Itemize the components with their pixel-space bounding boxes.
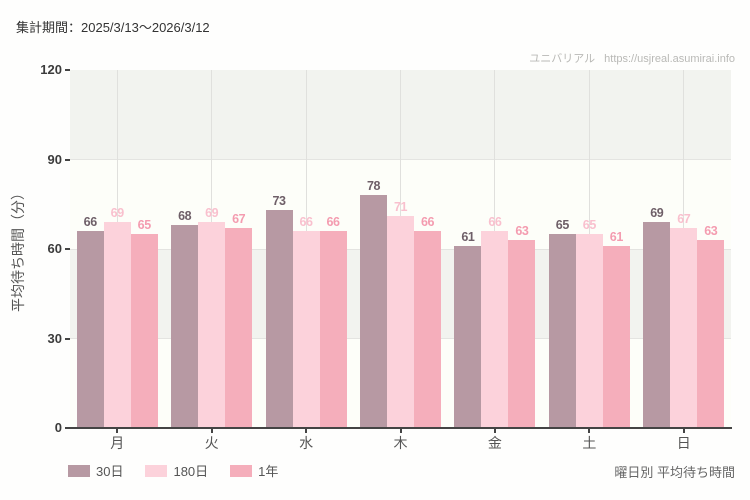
bar-value-label: 69 bbox=[110, 206, 125, 221]
y-axis-label-120: 120 bbox=[40, 62, 62, 77]
x-tick-mark bbox=[682, 429, 685, 433]
bar-1年-水[interactable] bbox=[319, 231, 347, 428]
y-tick-mark bbox=[65, 427, 70, 429]
bar-value-label: 69 bbox=[205, 206, 219, 221]
legend-item-180日[interactable]: 180日 bbox=[145, 461, 208, 480]
x-axis-label-土: 土 bbox=[582, 435, 597, 451]
legend-swatch-30日 bbox=[68, 464, 90, 477]
plot-area: 66 69 65 68 69 67 73 66 66 78 71 66 61 66 63 65 65 61 69 67… bbox=[70, 70, 731, 428]
bar-180日-水[interactable] bbox=[292, 231, 320, 428]
bar-value-label: 78 bbox=[366, 179, 381, 194]
bar-value-label: 67 bbox=[232, 212, 246, 227]
bar-30日-日[interactable] bbox=[643, 222, 671, 428]
bar-value-label: 71 bbox=[393, 200, 408, 215]
bar-value-label: 67 bbox=[677, 212, 691, 227]
bar-value-label: 69 bbox=[650, 206, 664, 221]
legend: 30日 180日 1年 bbox=[68, 461, 278, 480]
period-label: 集計期間：2025/3/13〜2026/3/12 bbox=[16, 20, 210, 35]
bar-180日-火[interactable] bbox=[198, 222, 226, 428]
bar-value-label: 61 bbox=[609, 230, 624, 245]
x-axis-label-金: 金 bbox=[487, 435, 502, 451]
y-tick-mark bbox=[65, 248, 70, 250]
x-axis-label-木: 木 bbox=[393, 435, 408, 451]
bar-30日-土[interactable] bbox=[548, 234, 576, 428]
chart-caption: 曜日別 平均待ち時間 bbox=[614, 465, 735, 480]
y-axis-label-0: 0 bbox=[54, 420, 62, 435]
x-axis-label-日: 日 bbox=[676, 435, 691, 451]
bar-value-label: 66 bbox=[420, 215, 435, 230]
bar-value-label: 73 bbox=[272, 194, 287, 209]
bar-1年-月[interactable] bbox=[130, 234, 158, 428]
legend-label-1年: 1年 bbox=[258, 464, 279, 479]
bar-30日-金[interactable] bbox=[454, 246, 482, 428]
bar-1年-火[interactable] bbox=[225, 228, 253, 428]
bar-180日-木[interactable] bbox=[387, 216, 414, 428]
bar-30日-火[interactable] bbox=[171, 225, 199, 428]
bar-30日-月[interactable] bbox=[76, 231, 104, 428]
x-axis-label-水: 水 bbox=[299, 435, 314, 451]
x-tick-mark bbox=[210, 429, 213, 433]
x-axis-line bbox=[70, 427, 732, 429]
y-axis-label-60: 60 bbox=[47, 241, 62, 256]
bar-180日-日[interactable] bbox=[670, 228, 698, 428]
legend-swatch-180日 bbox=[145, 464, 168, 477]
watermark-brand: ユニバリアル bbox=[529, 53, 596, 65]
x-tick-mark bbox=[116, 429, 119, 433]
bar-value-label: 61 bbox=[461, 230, 475, 245]
bar-180日-月[interactable] bbox=[103, 222, 131, 428]
legend-label-30日: 30日 bbox=[96, 464, 124, 479]
y-tick-mark bbox=[65, 337, 70, 340]
x-axis-label-月: 月 bbox=[110, 435, 125, 451]
y-axis-label-30: 30 bbox=[47, 330, 62, 346]
x-tick-mark bbox=[493, 429, 496, 433]
y-axis-label-90: 90 bbox=[47, 151, 62, 167]
x-tick-mark bbox=[399, 429, 402, 433]
y-tick-mark bbox=[65, 69, 70, 71]
watermark: ユニバリアル https://usjreal.asumirai.info bbox=[529, 50, 735, 66]
bar-value-label: 65 bbox=[582, 218, 597, 233]
bar-1年-日[interactable] bbox=[697, 240, 725, 428]
legend-item-30日[interactable]: 30日 bbox=[68, 461, 123, 480]
bar-value-label: 63 bbox=[704, 224, 718, 239]
y-tick-mark bbox=[65, 158, 70, 161]
bar-30日-木[interactable] bbox=[360, 195, 387, 428]
bar-value-label: 66 bbox=[326, 215, 341, 230]
bar-value-label: 65 bbox=[555, 218, 570, 233]
legend-swatch-1年 bbox=[230, 464, 253, 477]
bar-value-label: 68 bbox=[178, 209, 192, 224]
bar-value-label: 66 bbox=[488, 215, 502, 230]
x-tick-mark bbox=[588, 429, 591, 433]
bar-1年-木[interactable] bbox=[414, 231, 441, 428]
x-tick-mark bbox=[305, 429, 308, 433]
bar-value-label: 63 bbox=[515, 224, 529, 239]
bar-value-label: 66 bbox=[83, 215, 98, 230]
bar-180日-土[interactable] bbox=[575, 234, 603, 428]
x-axis-label-火: 火 bbox=[204, 435, 219, 451]
legend-label-180日: 180日 bbox=[173, 464, 209, 479]
bar-value-label: 65 bbox=[137, 218, 152, 233]
watermark-url: https://usjreal.asumirai.info bbox=[604, 53, 735, 65]
bar-1年-金[interactable] bbox=[508, 240, 536, 428]
bar-1年-土[interactable] bbox=[602, 246, 630, 428]
bar-30日-水[interactable] bbox=[265, 210, 293, 428]
bar-value-label: 66 bbox=[299, 215, 314, 230]
legend-item-1年[interactable]: 1年 bbox=[230, 461, 278, 480]
bar-180日-金[interactable] bbox=[481, 231, 509, 428]
